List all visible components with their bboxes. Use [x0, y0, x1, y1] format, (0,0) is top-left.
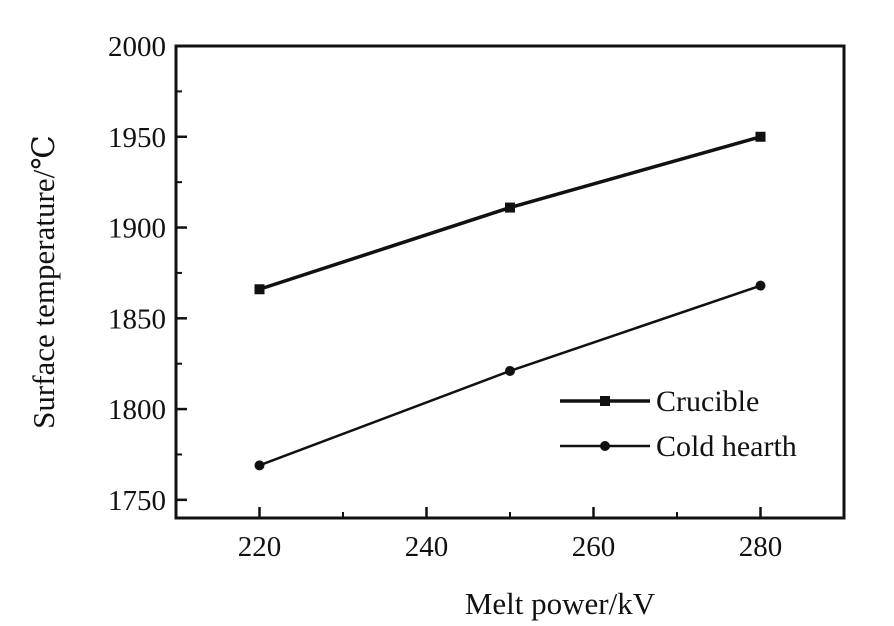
x-tick-label: 260	[572, 531, 616, 563]
y-tick-label: 1900	[108, 213, 166, 245]
y-tick-label: 1850	[108, 303, 166, 335]
x-axis: 220 240 260 280	[238, 507, 783, 563]
series-line-crucible	[258, 135, 761, 291]
data-point-cold-hearth	[505, 365, 515, 376]
series-group	[254, 131, 766, 471]
y-tick-label: 1800	[108, 394, 166, 426]
y-axis-title: Surface temperature/℃	[26, 135, 61, 429]
x-axis-title: Melt power/kV	[465, 586, 656, 621]
y-tick-label: 1750	[108, 485, 166, 517]
legend-label-cold-hearth: Cold hearth	[656, 430, 797, 463]
x-tick-label: 240	[405, 531, 449, 563]
y-tick-label: 1950	[108, 122, 166, 154]
data-point-crucible	[755, 131, 766, 142]
legend-marker-cold-hearth	[600, 441, 610, 451]
x-tick-label: 280	[739, 531, 783, 563]
legend-label-crucible: Crucible	[656, 385, 759, 418]
data-point-crucible	[505, 202, 515, 213]
data-point-cold-hearth	[755, 280, 766, 291]
legend-marker-crucible	[600, 396, 610, 406]
x-tick-label: 220	[238, 531, 282, 563]
y-axis: 1750 1800 1850 1900 1950 2000	[108, 31, 187, 517]
y-tick-label: 2000	[108, 31, 166, 63]
data-point-cold-hearth	[254, 460, 265, 471]
data-point-crucible	[254, 284, 265, 295]
legend: Crucible Cold hearth	[560, 385, 797, 463]
